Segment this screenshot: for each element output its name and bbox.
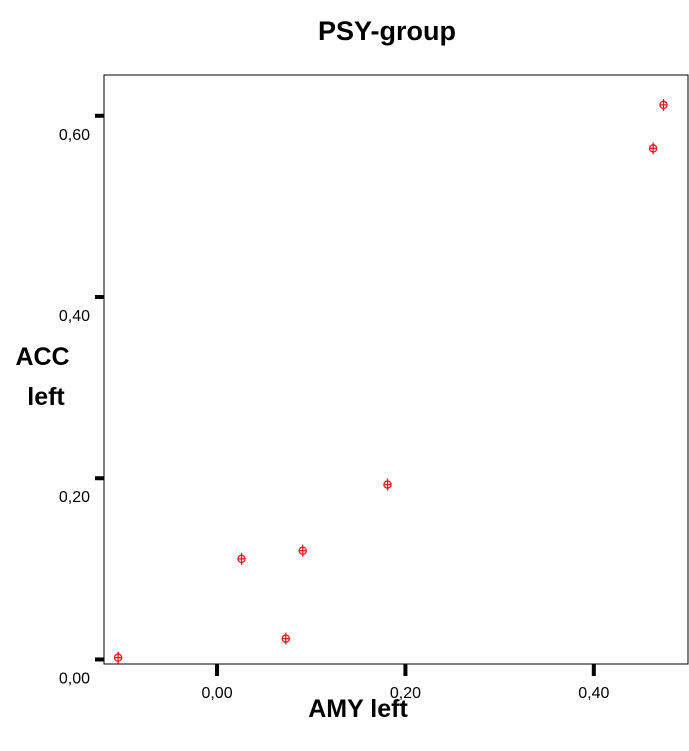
y-tick-label: 0,40 [59, 308, 90, 325]
data-point [648, 142, 658, 155]
data-point [298, 544, 307, 557]
data-point [383, 478, 392, 491]
plot-area [103, 74, 689, 665]
x-tick-label: 0,00 [201, 685, 232, 702]
y-tick-label: 0,20 [59, 489, 90, 506]
x-tick-label: 0,40 [578, 685, 609, 702]
data-point [659, 98, 668, 111]
chart-title: PSY-group [318, 16, 456, 46]
data-points [113, 98, 668, 664]
y-tick-label: 0,00 [59, 670, 90, 687]
data-point [281, 632, 291, 645]
y-axis-label: ACC left [15, 343, 76, 411]
y-axis-label-line-2: left [27, 383, 65, 411]
data-point [113, 651, 123, 664]
y-axis-label-line-1: ACC [15, 343, 69, 371]
x-axis: 0,00 0,20 0,40 [201, 664, 609, 702]
y-axis: 0,00 0,20 0,40 0,60 [59, 113, 104, 687]
data-point [237, 552, 246, 565]
x-axis-label: AMY left [308, 695, 408, 723]
x-tick-label: 0,20 [390, 685, 421, 702]
y-tick-label: 0,60 [59, 127, 90, 144]
